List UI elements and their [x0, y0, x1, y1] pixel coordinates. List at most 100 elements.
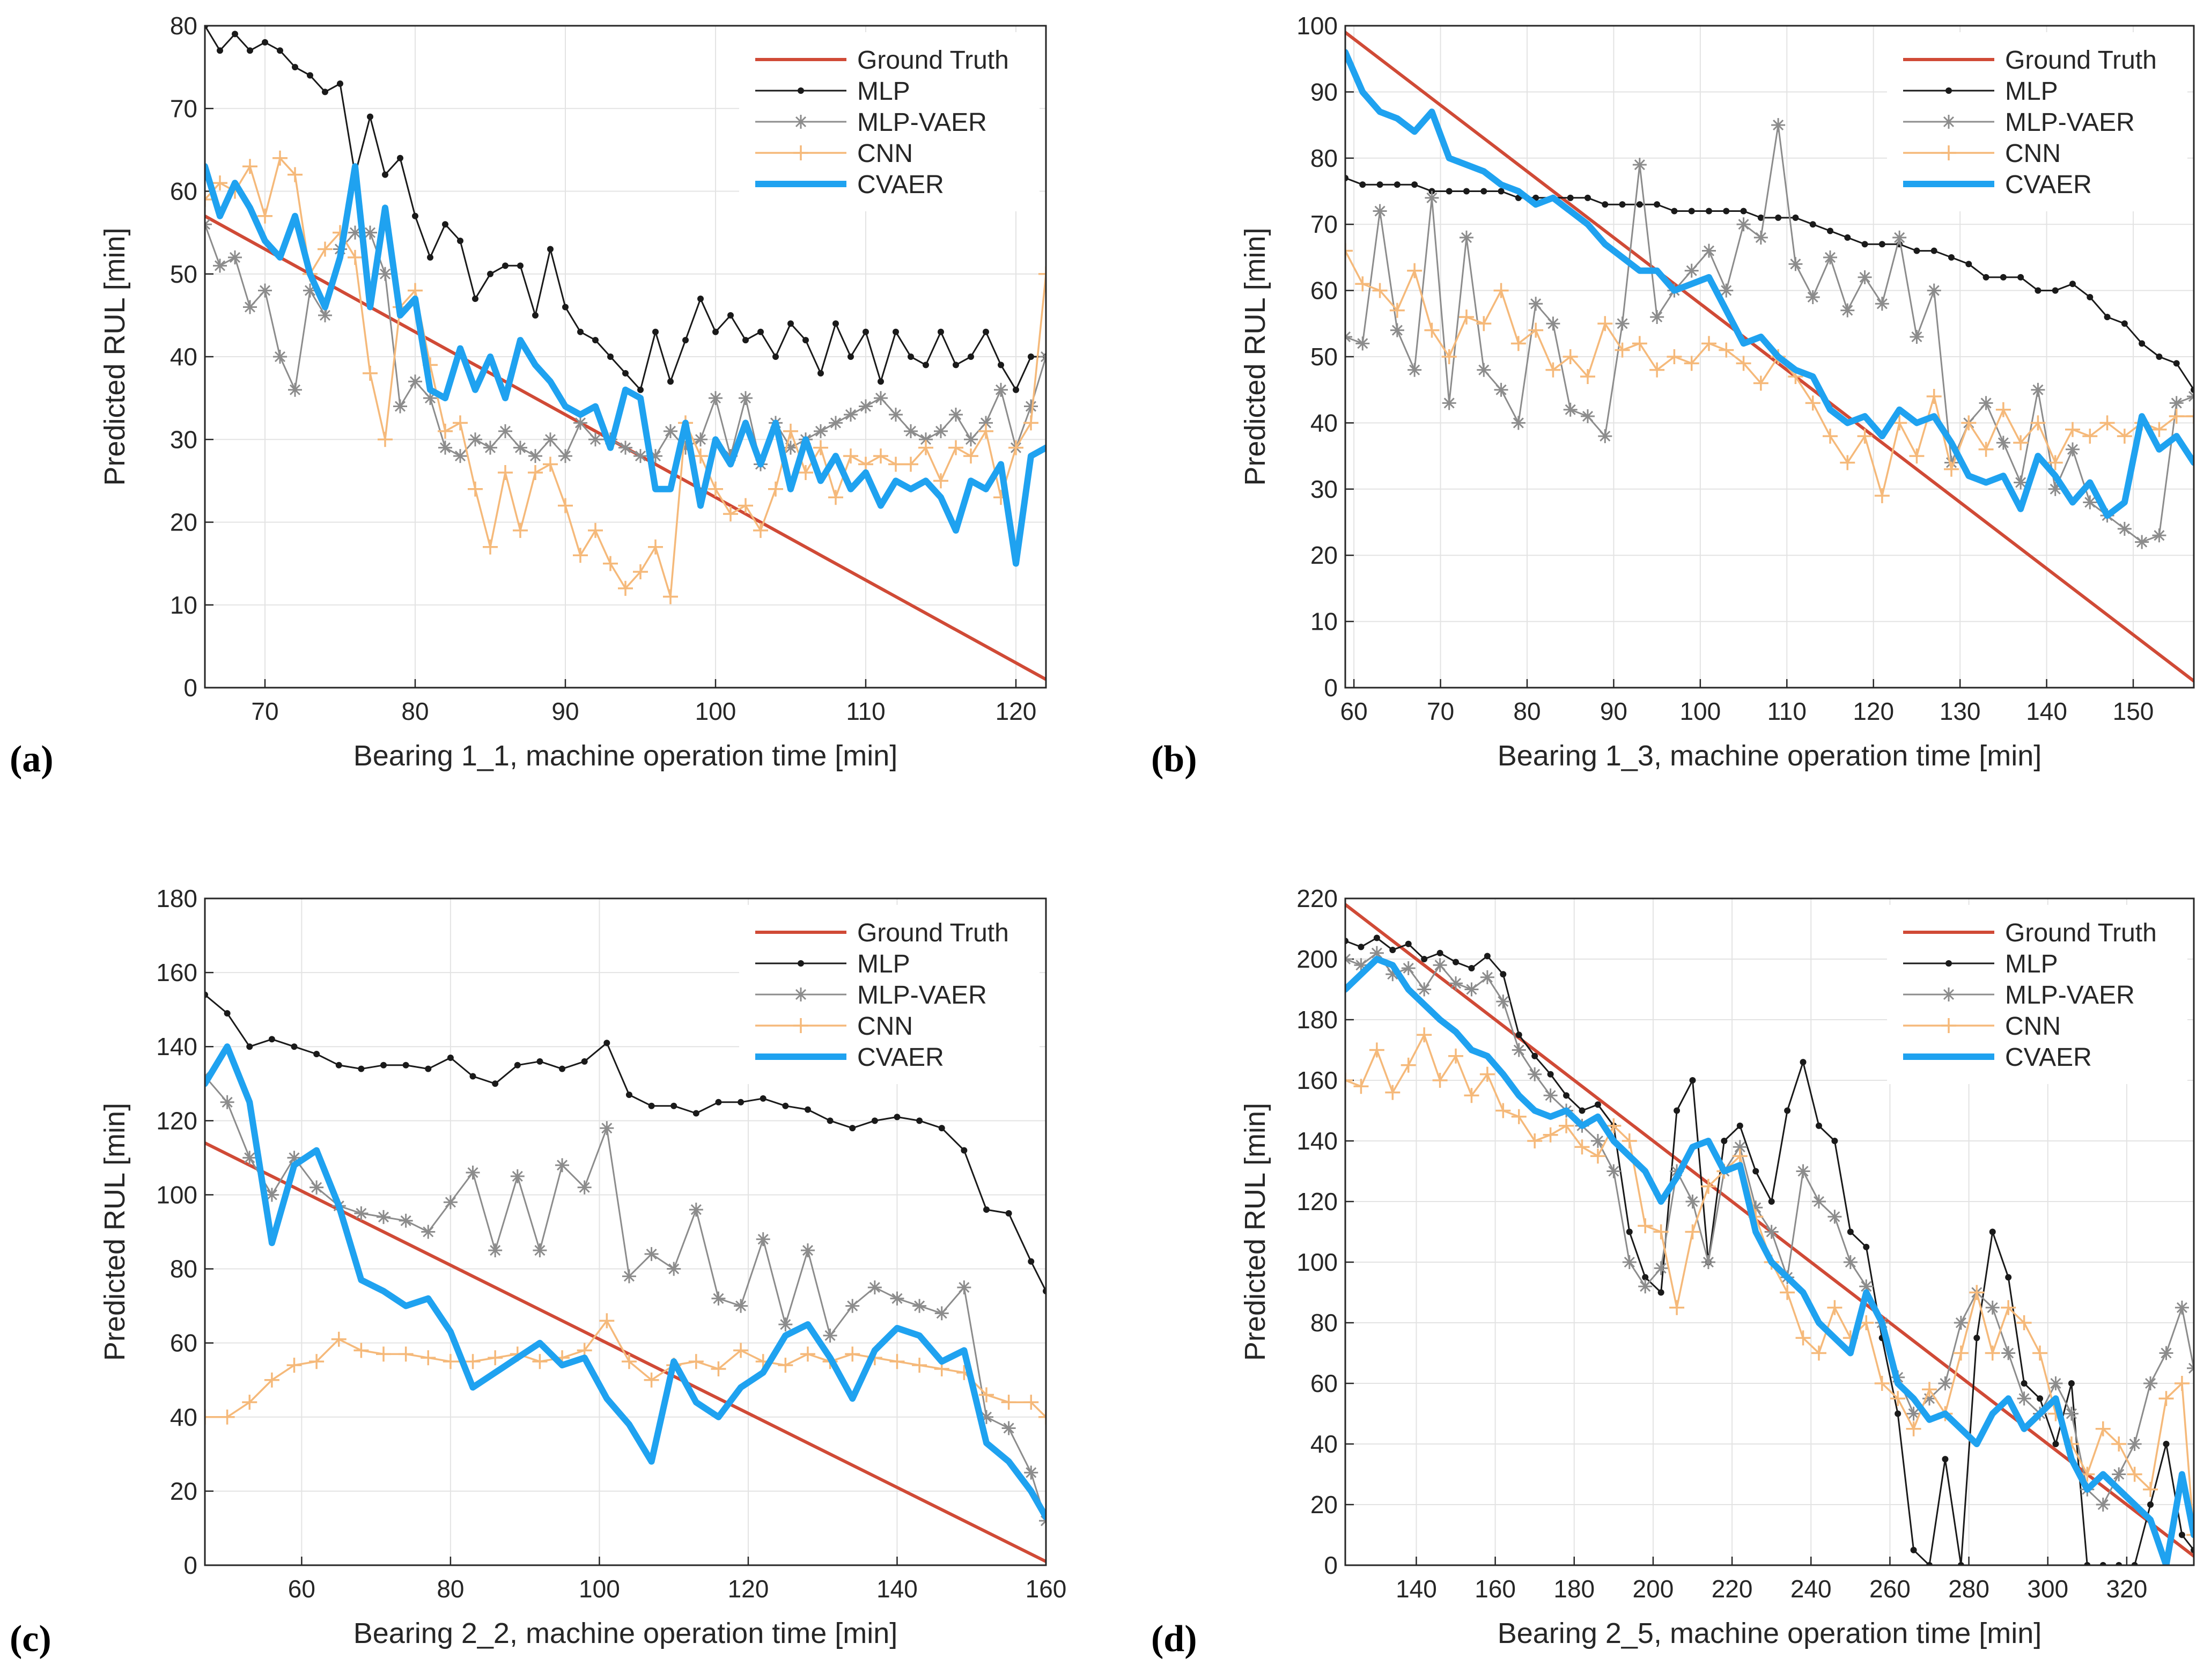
data-point-cnn	[1345, 1073, 1353, 1088]
legend-marker	[794, 988, 808, 1001]
data-point-mlp-vaer	[814, 424, 828, 438]
legend-label-mlp: MLP	[857, 77, 910, 106]
legend-label-cnn: CNN	[2005, 139, 2061, 168]
data-point-mlp	[1028, 353, 1034, 360]
data-point-cnn	[2095, 1421, 2111, 1436]
data-point-cnn	[1448, 1048, 1464, 1064]
y-tick-label: 20	[170, 1477, 197, 1505]
data-point-cnn	[1597, 316, 1613, 331]
data-point-mlp-vaer	[2112, 1467, 2126, 1482]
data-point-cnn	[963, 448, 978, 464]
data-point-cnn	[2111, 1436, 2127, 1451]
data-point-mlp-vaer	[543, 432, 557, 447]
data-point-mlp-vaer	[588, 432, 602, 447]
data-point-mlp	[1930, 247, 1937, 254]
data-point-mlp	[1989, 1228, 1996, 1235]
data-point-cnn	[1669, 1300, 1685, 1315]
y-tick-label: 60	[170, 178, 197, 205]
data-point-cnn	[978, 1387, 994, 1403]
legend-label-cnn: CNN	[2005, 1012, 2061, 1041]
data-point-cnn	[918, 440, 933, 455]
data-point-mlp	[1878, 241, 1885, 248]
data-point-cnn	[2127, 1467, 2142, 1482]
data-point-cnn	[1001, 1395, 1016, 1410]
data-point-mlp-vaer	[709, 391, 723, 406]
data-point-mlp	[832, 320, 839, 327]
data-point-mlp	[1463, 188, 1470, 195]
data-point-mlp-vaer	[1546, 316, 1560, 331]
x-tick-label: 100	[1679, 697, 1721, 725]
y-tick-label: 100	[156, 1181, 197, 1209]
data-point-mlp	[804, 1106, 811, 1113]
data-point-mlp	[1948, 254, 1955, 261]
y-tick-label: 10	[170, 591, 197, 619]
data-point-cnn	[1736, 356, 1751, 371]
x-tick-label: 160	[1026, 1575, 1067, 1603]
y-tick-label: 30	[1310, 475, 1338, 503]
data-point-mlp	[547, 246, 554, 253]
x-tick-label: 60	[288, 1575, 315, 1603]
series-line-ground-truth	[205, 1141, 1046, 1564]
data-point-mlp	[742, 337, 749, 344]
data-point-mlp	[802, 337, 809, 344]
data-point-mlp-vaer	[264, 1188, 279, 1202]
data-point-mlp-vaer	[1843, 1255, 1858, 1269]
x-tick-label: 120	[996, 697, 1037, 725]
data-point-mlp-vaer	[393, 399, 407, 414]
data-point-mlp	[262, 39, 268, 46]
data-point-cnn	[768, 481, 783, 497]
data-point-mlp	[916, 1117, 923, 1124]
data-point-cnn	[733, 1343, 749, 1358]
data-point-mlp	[938, 328, 944, 335]
data-point-mlp	[1721, 1138, 1728, 1144]
data-point-mlp-vaer	[1823, 250, 1837, 264]
data-point-mlp-vaer	[1749, 1200, 1763, 1215]
data-point-mlp-vaer	[739, 391, 753, 406]
data-point-mlp-vaer	[844, 407, 858, 422]
data-point-mlp-vaer	[2048, 1376, 2063, 1390]
data-point-mlp-vaer	[220, 1095, 234, 1109]
data-point-mlp-vaer	[919, 432, 933, 447]
data-point-cnn	[843, 448, 858, 464]
data-point-cnn	[1906, 1421, 1921, 1436]
data-point-mlp	[1775, 214, 1782, 221]
data-point-mlp-vaer	[408, 374, 422, 389]
data-point-cnn	[2158, 1391, 2174, 1406]
data-point-mlp	[1453, 959, 1460, 966]
data-point-cnn	[723, 506, 738, 522]
data-point-mlp-vaer	[823, 1328, 837, 1343]
data-point-cnn	[378, 432, 393, 447]
legend-marker	[1945, 960, 1952, 967]
x-tick-label: 240	[1790, 1575, 1832, 1603]
legend-label-cvaer: CVAER	[2005, 1043, 2092, 1072]
data-point-mlp	[652, 328, 659, 335]
data-point-mlp	[2021, 1380, 2028, 1387]
data-point-mlp-vaer	[1480, 970, 1494, 984]
data-point-mlp-vaer	[648, 449, 662, 463]
y-tick-label: 220	[1296, 885, 1338, 912]
legend-label-cvaer: CVAER	[857, 1043, 944, 1072]
data-point-mlp-vaer	[2048, 482, 2062, 496]
data-point-mlp-vaer	[934, 1306, 949, 1321]
legend-marker	[798, 960, 804, 967]
data-point-mlp	[2173, 360, 2180, 367]
data-point-mlp-vaer	[784, 440, 798, 455]
data-point-mlp-vaer	[513, 440, 527, 455]
data-point-cnn	[1432, 1073, 1448, 1088]
data-point-mlp-vaer	[912, 1299, 927, 1313]
data-point-cnn	[2169, 409, 2184, 424]
data-point-mlp-vaer	[1622, 1255, 1637, 1269]
data-point-mlp-vaer	[964, 432, 978, 447]
data-point-mlp-vaer	[2064, 1406, 2079, 1421]
data-point-mlp	[712, 328, 719, 335]
data-point-mlp	[1411, 181, 1418, 188]
data-point-cnn	[1372, 283, 1388, 298]
data-point-mlp	[1688, 208, 1695, 215]
data-point-mlp-vaer	[466, 1166, 480, 1180]
x-tick-label: 220	[1712, 1575, 1753, 1603]
data-point-mlp-vaer	[287, 1151, 301, 1165]
data-point-mlp	[268, 1036, 275, 1043]
data-point-mlp	[1013, 386, 1019, 393]
legend-label-ground-truth: Ground Truth	[857, 46, 1009, 75]
data-point-mlp-vaer	[904, 424, 918, 438]
